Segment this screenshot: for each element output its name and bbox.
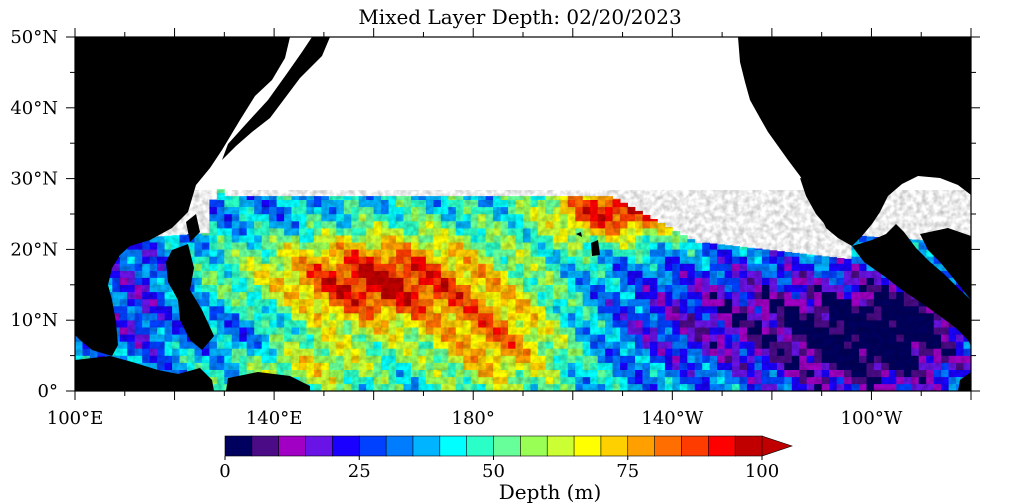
chart-title: Mixed Layer Depth: 02/20/2023 (358, 5, 681, 29)
colorbar-swatch (654, 435, 683, 457)
colorbar-swatch (439, 435, 468, 457)
land-philippines (166, 244, 214, 350)
land-north-america (738, 37, 971, 246)
colorbar-swatch (224, 435, 253, 457)
colorbar-swatch (251, 435, 280, 457)
land-borneo-indonesia (75, 356, 214, 391)
land-taiwan (186, 214, 200, 242)
x-tick-label: 140°E (246, 408, 303, 429)
land-new-guinea (226, 372, 310, 391)
colorbar-tick-label: 0 (219, 461, 230, 482)
colorbar-swatch (681, 435, 709, 457)
texture-overlay (75, 190, 971, 391)
colorbar-swatch (573, 435, 602, 457)
y-tick-label: 10°N (10, 310, 58, 331)
colorbar: 0 25 50 75 100 (219, 435, 793, 482)
colorbar-tick-label: 75 (616, 461, 639, 482)
colorbar-swatch (627, 435, 656, 457)
colorbar-swatch (332, 435, 360, 457)
colorbar-swatch (493, 435, 521, 457)
x-tick-label: 140°W (641, 408, 703, 429)
land-yucatan (920, 228, 971, 300)
colorbar-swatch (546, 435, 575, 457)
colorbar-tick-label: 50 (482, 461, 505, 482)
colorbar-swatch (466, 435, 495, 457)
land-japan (222, 37, 330, 160)
land-central-america (852, 224, 971, 346)
colorbar-swatch (412, 435, 441, 457)
land-south-america-tip (958, 372, 971, 391)
colorbar-tick-label: 25 (348, 461, 371, 482)
colorbar-swatch (305, 435, 333, 457)
x-tick-label: 100°E (47, 408, 104, 429)
map-axes: 100°E 140°E 180° 140°W 100°W 0° 10°N 20°N 30°N 40… (10, 27, 980, 429)
colorbar-swatch (358, 435, 387, 457)
colorbar-swatch (520, 435, 548, 457)
land-hawaii (576, 232, 600, 256)
land-baja-california (800, 178, 832, 228)
colorbar-swatch (707, 435, 736, 457)
land-asia (75, 37, 290, 356)
colorbar-swatch (278, 435, 307, 457)
colorbar-swatch (385, 435, 414, 457)
colorbar-label: Depth (m) (499, 480, 602, 504)
y-tick-label: 50°N (10, 27, 58, 48)
colorbar-swatch (600, 435, 629, 457)
y-tick-label: 20°N (10, 239, 58, 260)
colorbar-tick-label: 100 (745, 461, 779, 482)
land-masses (75, 37, 971, 391)
colorbar-extend-arrow (761, 435, 793, 457)
y-tick-label: 30°N (10, 169, 58, 190)
y-tick-label: 40°N (10, 98, 58, 119)
x-tick-label: 100°W (841, 408, 903, 429)
x-tick-label: 180° (452, 408, 495, 429)
colorbar-swatch (734, 435, 763, 457)
map-panel (75, 37, 971, 391)
y-tick-label: 0° (38, 381, 58, 402)
